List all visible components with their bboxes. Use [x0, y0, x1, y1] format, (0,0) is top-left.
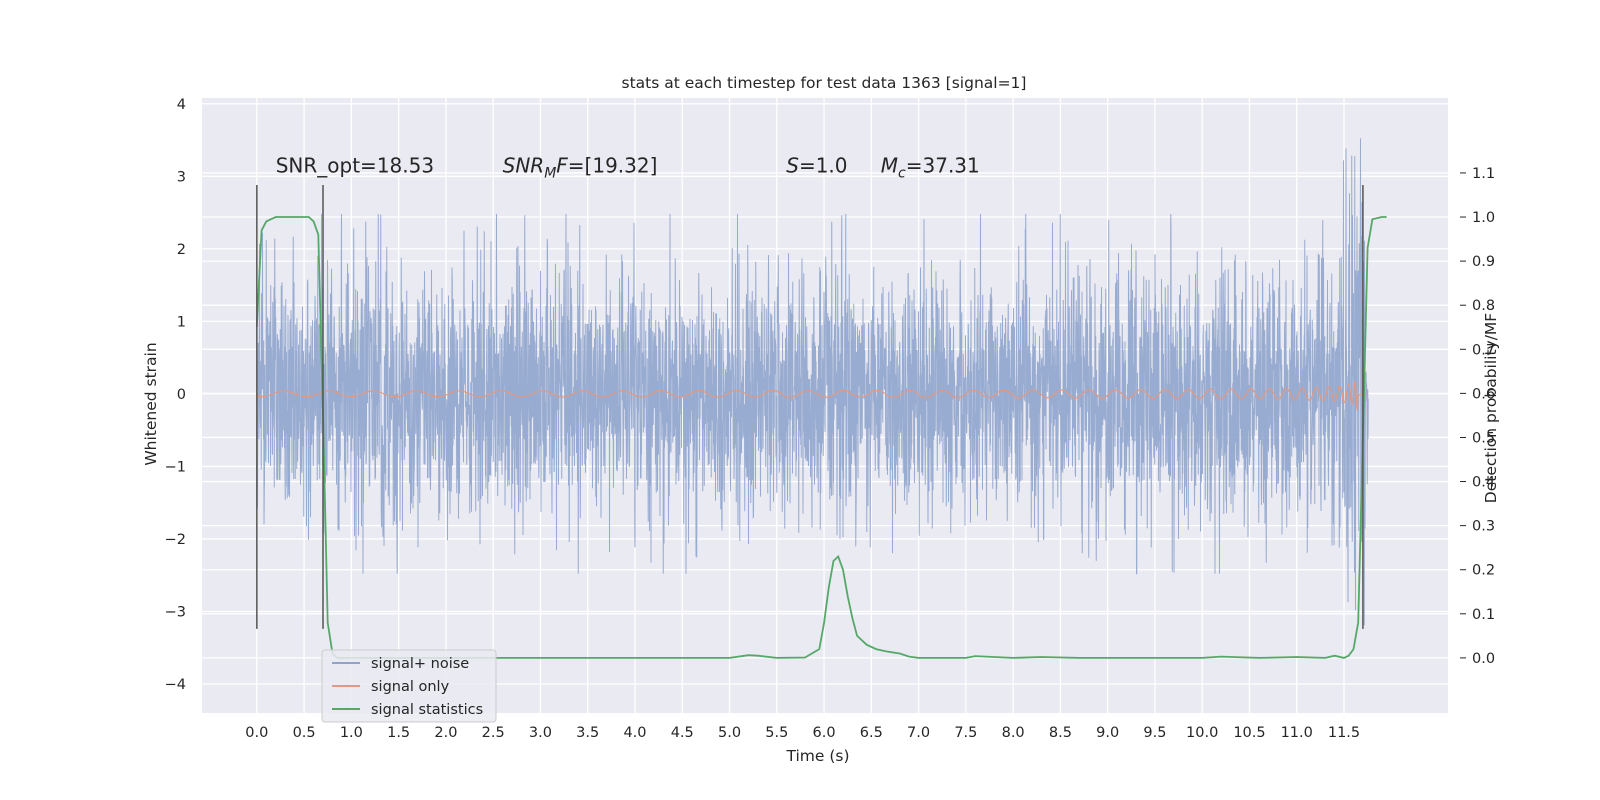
y-axis-label-left: Whitened strain — [142, 342, 160, 465]
series-signal-noise — [256, 138, 1369, 626]
y-right-tick-label: 0.1 — [1472, 607, 1495, 623]
legend-label-signal-only: signal only — [371, 679, 450, 695]
x-tick-label: 2.0 — [434, 725, 457, 741]
chart-title: stats at each timestep for test data 136… — [622, 74, 1027, 92]
y-right-tick-label: 0.9 — [1472, 254, 1495, 270]
x-tick-label: 7.5 — [954, 725, 977, 741]
x-tick-label: 9.0 — [1096, 725, 1119, 741]
axes-layer: 0.0 0.5 1.0 1.5 2.0 2.5 3.0 3.5 4.0 4.5 5.0 5.5 6.0 6… — [165, 97, 1495, 741]
x-tick-label: 11.0 — [1281, 725, 1313, 741]
series-signal-statistics — [255, 216, 1387, 659]
x-tick-label: 5.5 — [765, 725, 788, 741]
y-left-tick-label: −1 — [165, 459, 186, 475]
y-right-tick-label: 0.3 — [1472, 519, 1495, 535]
y-left-tick-label: −2 — [165, 532, 186, 548]
y-right-tick-label: 1.1 — [1472, 166, 1495, 182]
y-left-tick-label: 1 — [177, 314, 186, 330]
y-right-tick-label: 0.5 — [1472, 430, 1495, 446]
y-right-tick-label: 0.6 — [1472, 386, 1495, 402]
x-tick-label: 4.5 — [671, 725, 694, 741]
y-axis-label-right: Detection probability/MF — [1482, 313, 1500, 504]
x-tick-label: 4.0 — [623, 725, 646, 741]
y-left-tick-label: 3 — [177, 169, 186, 185]
y-left-tick-label: 4 — [177, 97, 186, 113]
y-right-tick-label: 0.2 — [1472, 563, 1495, 579]
x-axis-label: Time (s) — [785, 747, 849, 765]
x-tick-label: 11.5 — [1328, 725, 1360, 741]
x-tick-label: 8.0 — [1002, 725, 1025, 741]
y-right-tick-label: 0.0 — [1472, 651, 1495, 667]
y-left-tick-label: 2 — [177, 242, 186, 258]
y-left-tick-label: −4 — [165, 677, 186, 693]
x-tick-label: 5.0 — [718, 725, 741, 741]
annotation-2: S=1.0 — [786, 154, 847, 178]
annotation-0: SNR_opt=18.53 — [276, 154, 434, 178]
y-left-tick-label: 0 — [177, 387, 186, 403]
y-right-tick-label: 1.0 — [1472, 210, 1495, 226]
y-right-tick-label: 0.8 — [1472, 298, 1495, 314]
x-tick-label: 3.5 — [576, 725, 599, 741]
series-layer — [255, 138, 1387, 659]
legend: signal+ noise signal only signal statist… — [321, 649, 497, 723]
x-tick-label: 0.0 — [245, 725, 268, 741]
x-tick-label: 6.0 — [813, 725, 836, 741]
annotation-1: SNRMF=[19.32] — [503, 154, 658, 182]
y-right-tick-label: 0.4 — [1472, 475, 1495, 491]
grid-layer — [202, 98, 1448, 713]
x-tick-label: 3.0 — [529, 725, 552, 741]
x-tick-label: 10.5 — [1233, 725, 1265, 741]
x-tick-label: 9.5 — [1143, 725, 1166, 741]
x-tick-label: 8.5 — [1049, 725, 1072, 741]
y-left-tick-label: −3 — [165, 604, 186, 620]
x-tick-label: 1.0 — [340, 725, 363, 741]
series-signal-only — [256, 380, 1365, 411]
legend-box — [321, 649, 497, 723]
x-tick-label: 10.0 — [1186, 725, 1218, 741]
x-tick-label: 6.5 — [860, 725, 883, 741]
legend-label-signal-statistics: signal statistics — [371, 702, 483, 718]
marker-layer — [256, 185, 1364, 629]
y-right-tick-label: 0.7 — [1472, 342, 1495, 358]
x-tick-label: 7.0 — [907, 725, 930, 741]
x-tick-label: 2.5 — [482, 725, 505, 741]
annotations-layer: SNR_opt=18.53 SNRMF=[19.32] S=1.0 Mc=37.31 — [276, 154, 980, 182]
x-tick-label: 1.5 — [387, 725, 410, 741]
legend-label-signal-noise: signal+ noise — [371, 656, 469, 672]
annotation-3: Mc=37.31 — [881, 154, 980, 182]
x-tick-label: 0.5 — [293, 725, 316, 741]
